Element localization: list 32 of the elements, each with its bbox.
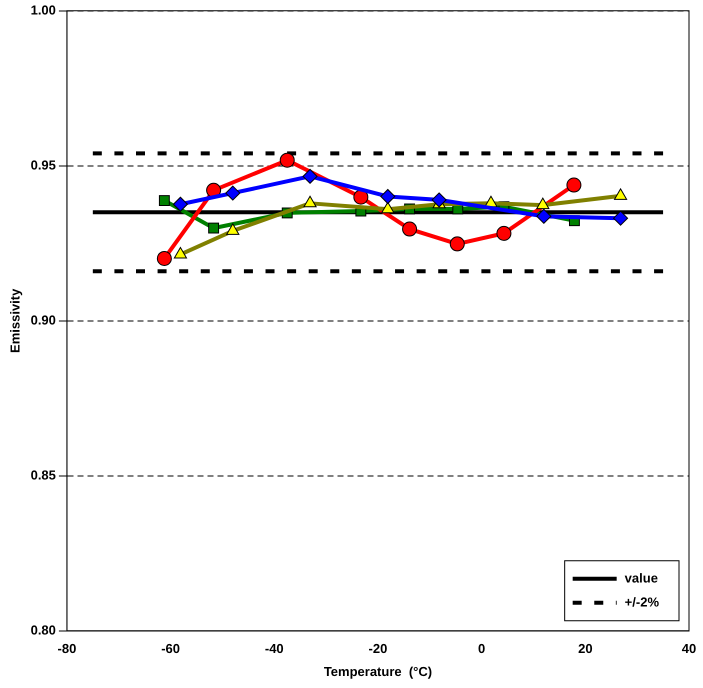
legend-label: value bbox=[624, 570, 658, 586]
x-axis-title: Temperature (°C) bbox=[324, 664, 432, 679]
point bbox=[172, 196, 188, 212]
point bbox=[353, 190, 368, 205]
point bbox=[536, 208, 552, 224]
x-tick-label: -60 bbox=[161, 641, 180, 656]
point bbox=[158, 195, 170, 206]
point bbox=[208, 222, 220, 234]
point bbox=[156, 250, 172, 266]
point bbox=[432, 192, 447, 208]
y-axis-title: Emissivity bbox=[7, 288, 22, 353]
x-tick-label: 0 bbox=[478, 641, 486, 656]
y-tick-label: 0.85 bbox=[30, 467, 56, 482]
x-tick-label: -20 bbox=[368, 641, 388, 656]
point bbox=[566, 178, 582, 193]
y-tick-label: 0.95 bbox=[30, 157, 56, 172]
point bbox=[402, 222, 418, 237]
legend-label: +/-2% bbox=[624, 594, 660, 610]
point bbox=[613, 210, 628, 226]
y-tick-label: 0.90 bbox=[30, 312, 56, 328]
y-tick-label: 0.80 bbox=[30, 622, 56, 638]
x-tick-label: 20 bbox=[578, 641, 593, 656]
point bbox=[380, 188, 396, 204]
x-tick-label: -40 bbox=[264, 641, 284, 656]
y-tick-label: 1.00 bbox=[30, 2, 56, 18]
point bbox=[225, 186, 240, 201]
point bbox=[496, 226, 512, 241]
point bbox=[302, 168, 318, 184]
x-tick-label: 40 bbox=[682, 641, 696, 656]
x-tick-label: -80 bbox=[58, 641, 76, 656]
point bbox=[450, 236, 465, 252]
point bbox=[280, 152, 295, 168]
